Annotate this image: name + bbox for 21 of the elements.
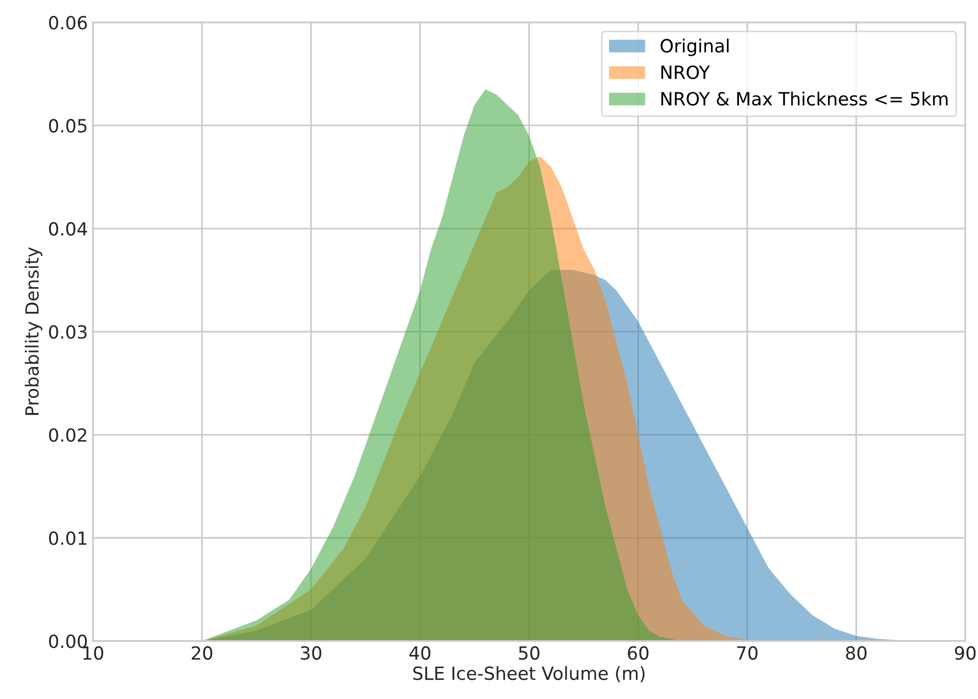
y-tick-label: 0.03 — [49, 325, 87, 339]
x-tick-label: 50 — [519, 646, 540, 660]
legend-label: Original — [660, 38, 729, 56]
y-tick-label: 0.01 — [49, 531, 86, 545]
y-tick-label: 0.02 — [49, 428, 86, 442]
legend-label: NROY & Max Thickness <= 5km — [661, 92, 948, 106]
y-tick-label: 0.04 — [49, 222, 88, 236]
y-axis-title: Probability Density — [24, 247, 42, 415]
y-tick-label: 0.00 — [49, 634, 87, 648]
y-tick-label: 0.05 — [49, 118, 86, 133]
x-tick-label: 90 — [954, 646, 976, 660]
x-tick-label: 20 — [192, 646, 212, 660]
x-tick-label: 80 — [846, 646, 867, 660]
legend-label: NROY — [661, 65, 710, 80]
y-tick-label: 0.06 — [49, 16, 87, 30]
x-tick-label: 30 — [300, 646, 322, 660]
x-tick-label: 70 — [737, 646, 758, 660]
x-tick-label: 10 — [83, 646, 104, 660]
x-tick-label: 60 — [628, 646, 648, 660]
x-tick-label: 40 — [409, 646, 430, 660]
x-axis-title: SLE Ice-Sheet Volume (m) — [413, 666, 645, 682]
